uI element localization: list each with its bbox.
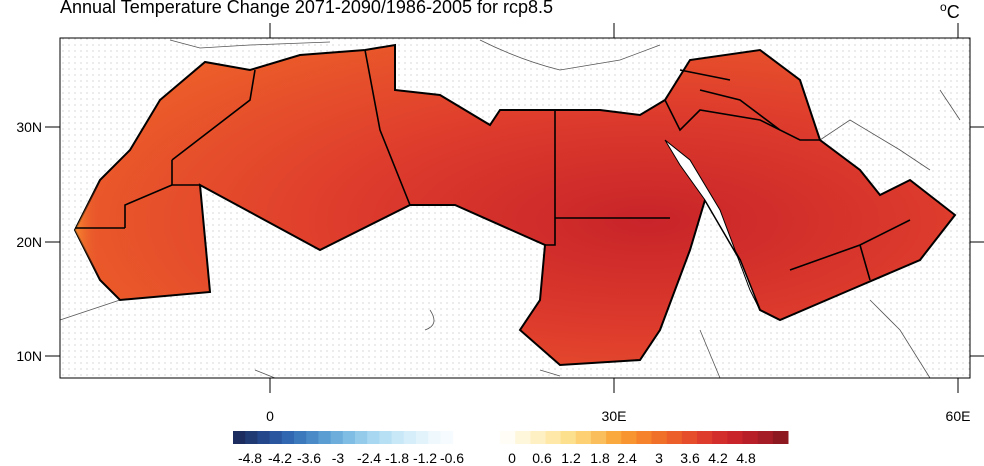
colorbar-label: 1.2 — [561, 450, 581, 466]
other-land-coastlines — [59, 39, 961, 379]
colorbar-box — [440, 431, 454, 444]
colorbar-box — [575, 431, 592, 444]
colorbar-label: -3.6 — [297, 450, 321, 466]
colorbar-box — [712, 431, 728, 444]
colorbar-box — [269, 431, 283, 444]
country-borders — [75, 49, 911, 281]
colorbar-box — [500, 431, 516, 444]
unit-label: oC — [940, 0, 960, 22]
colorbar-box — [697, 431, 713, 444]
colorbar-box — [318, 431, 332, 444]
colorbar-label: 3.6 — [680, 450, 700, 466]
colorbar-box — [379, 431, 393, 444]
lat-label: 10N — [16, 348, 42, 364]
colorbar-box — [681, 431, 698, 444]
lat-label: 20N — [16, 234, 42, 250]
lon-label: 30E — [602, 408, 627, 424]
colorbar-box — [772, 431, 789, 444]
colorbar-label: -1.8 — [385, 450, 409, 466]
colorbar-box — [742, 431, 759, 444]
colorbar-box — [515, 431, 531, 444]
colorbar-label: 2.4 — [617, 450, 637, 466]
colorbar-box — [416, 431, 429, 444]
lat-label: 30N — [16, 119, 42, 135]
colorbar-box — [233, 431, 246, 444]
colorbar-label: 4.8 — [736, 450, 756, 466]
colorbar-box — [367, 431, 380, 444]
colorbar-box — [306, 431, 319, 444]
axis-ticks — [45, 23, 984, 393]
colorbar-box — [560, 431, 577, 444]
colorbar-box — [651, 431, 668, 444]
colorbar — [233, 431, 789, 444]
lon-label: 60E — [946, 408, 971, 424]
colorbar-box — [530, 431, 546, 444]
colorbar-box — [757, 431, 774, 444]
colorbar-label: 1.8 — [590, 450, 610, 466]
colorbar-label: 3 — [655, 450, 663, 466]
colorbar-box — [666, 431, 683, 444]
colorbar-label: -0.6 — [440, 450, 464, 466]
colorbar-box — [545, 431, 562, 444]
map-title: Annual Temperature Change 2071-2090/1986… — [60, 0, 554, 17]
colorbar-label: -1.2 — [413, 450, 437, 466]
colorbar-box — [245, 431, 258, 444]
lat-tick-labels: 30N 20N 10N — [16, 119, 42, 364]
colorbar-box — [281, 431, 295, 444]
colorbar-label: -2.4 — [357, 450, 381, 466]
lon-label: 0 — [266, 408, 274, 424]
red-sea — [664, 139, 761, 311]
colorbar-box — [330, 431, 344, 444]
colorbar-label: -3 — [332, 450, 345, 466]
colorbar-label: 0 — [508, 450, 516, 466]
colorbar-box — [590, 431, 607, 444]
colorbar-label: -4.8 — [238, 450, 262, 466]
lon-tick-labels: 0 30E 60E — [266, 408, 970, 424]
colorbar-label: 4.2 — [708, 450, 728, 466]
colorbar-box — [621, 431, 637, 444]
colorbar-box — [428, 431, 441, 444]
colorbar-box — [727, 431, 744, 444]
colorbar-box — [606, 431, 622, 444]
colorbar-box — [257, 431, 271, 444]
colorbar-box — [294, 431, 307, 444]
colorbar-box — [636, 431, 653, 444]
colorbar-label: -4.2 — [268, 450, 292, 466]
colorbar-box — [391, 431, 405, 444]
colorbar-box — [403, 431, 417, 444]
colorbar-labels: -4.8 -4.2 -3.6 -3 -2.4 -1.8 -1.2 -0.6 0 0.6 1.2 1.8… — [238, 450, 756, 466]
region-shaded — [73, 43, 957, 367]
colorbar-label: 0.6 — [532, 450, 552, 466]
colorbar-box — [355, 431, 368, 444]
colorbar-box — [342, 431, 356, 444]
